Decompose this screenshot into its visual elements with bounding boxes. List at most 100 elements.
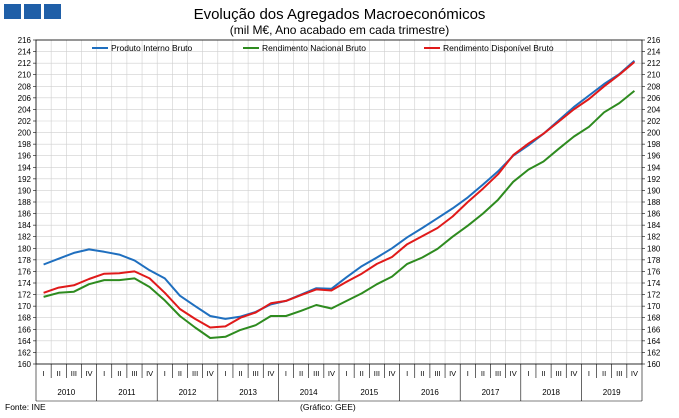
series-line-3: [43, 61, 636, 329]
y-tick-label-left: 176: [18, 267, 32, 276]
y-tick-label-right: 198: [647, 140, 661, 149]
quarter-label: II: [481, 369, 485, 378]
y-tick-label-right: 194: [647, 163, 661, 172]
chart-subtitle: (mil M€, Ano acabado em cada trimestre): [229, 23, 450, 37]
y-tick-label-left: 212: [18, 59, 32, 68]
y-tick-label-right: 190: [647, 186, 661, 195]
y-tick-label-left: 214: [18, 48, 32, 57]
y-tick-label-right: 162: [647, 348, 661, 357]
y-tick-label-right: 180: [647, 244, 661, 253]
quarter-label: II: [238, 369, 242, 378]
quarter-label: IV: [328, 369, 335, 378]
quarter-label: IV: [146, 369, 153, 378]
y-tick-label-right: 206: [647, 94, 661, 103]
quarter-label: III: [313, 369, 319, 378]
quarter-label: IV: [85, 369, 92, 378]
year-label: 2012: [179, 388, 197, 397]
y-tick-label-right: 196: [647, 152, 661, 161]
y-tick-label-left: 194: [18, 163, 32, 172]
quarter-label: I: [527, 369, 529, 378]
quarter-label: I: [346, 369, 348, 378]
y-tick-label-right: 202: [647, 117, 661, 126]
quarter-label: IV: [267, 369, 274, 378]
y-tick-label-right: 174: [647, 279, 661, 288]
year-label: 2019: [603, 388, 621, 397]
y-tick-label-left: 200: [18, 129, 32, 138]
y-tick-label-right: 170: [647, 302, 661, 311]
quarter-label: I: [103, 369, 105, 378]
quarter-label: I: [43, 369, 45, 378]
y-tick-label-left: 184: [18, 221, 32, 230]
y-tick-label-right: 184: [647, 221, 661, 230]
y-tick-label-right: 214: [647, 48, 661, 57]
y-tick-label-right: 208: [647, 82, 661, 91]
y-tick-label-right: 204: [647, 105, 661, 114]
y-tick-label-right: 172: [647, 291, 661, 300]
legend-label-1: Produto Interno Bruto: [111, 43, 193, 53]
y-tick-label-left: 186: [18, 210, 32, 219]
quarter-label: IV: [510, 369, 517, 378]
quarter-label: III: [131, 369, 137, 378]
y-tick-label-right: 216: [647, 36, 661, 45]
y-tick-label-right: 176: [647, 267, 661, 276]
quarter-label: I: [285, 369, 287, 378]
y-tick-label-left: 198: [18, 140, 32, 149]
y-tick-label-right: 212: [647, 59, 661, 68]
y-tick-label-right: 178: [647, 256, 661, 265]
quarter-label: III: [616, 369, 622, 378]
chart-credit: (Gráfico: GEE): [300, 402, 356, 412]
quarter-label: I: [406, 369, 408, 378]
y-tick-label-left: 216: [18, 36, 32, 45]
y-tick-label-right: 164: [647, 337, 661, 346]
quarter-label: IV: [631, 369, 638, 378]
year-label: 2017: [482, 388, 500, 397]
legend-label-2: Rendimento Nacional Bruto: [262, 43, 366, 53]
y-tick-label-right: 200: [647, 129, 661, 138]
y-tick-label-left: 196: [18, 152, 32, 161]
quarter-label: III: [434, 369, 440, 378]
quarter-label: II: [57, 369, 61, 378]
quarter-label: II: [299, 369, 303, 378]
brand-logo-block-2: [24, 4, 41, 19]
y-tick-label-right: 182: [647, 233, 661, 242]
y-tick-label-left: 188: [18, 198, 32, 207]
quarter-label: I: [467, 369, 469, 378]
quarter-label: I: [164, 369, 166, 378]
series-line-2: [43, 90, 636, 339]
year-label: 2014: [300, 388, 318, 397]
quarter-label: III: [374, 369, 380, 378]
quarter-label: III: [556, 369, 562, 378]
y-tick-label-left: 172: [18, 291, 32, 300]
quarter-label: III: [253, 369, 259, 378]
y-tick-label-left: 178: [18, 256, 32, 265]
brand-logo-block-3: [44, 4, 61, 19]
quarter-label: I: [224, 369, 226, 378]
y-tick-label-left: 164: [18, 337, 32, 346]
year-label: 2010: [57, 388, 75, 397]
quarter-label: IV: [570, 369, 577, 378]
quarter-label: III: [192, 369, 198, 378]
y-tick-label-left: 190: [18, 186, 32, 195]
y-tick-label-left: 208: [18, 82, 32, 91]
y-tick-label-right: 168: [647, 314, 661, 323]
y-tick-label-left: 166: [18, 325, 32, 334]
y-tick-label-left: 210: [18, 71, 32, 80]
y-tick-label-left: 182: [18, 233, 32, 242]
quarter-label: II: [360, 369, 364, 378]
source-note: Fonte: INE: [5, 402, 46, 412]
year-label: 2018: [542, 388, 560, 397]
year-label: 2015: [360, 388, 378, 397]
chart-title: Evolução dos Agregados Macroeconómicos: [193, 6, 486, 23]
quarter-label: III: [495, 369, 501, 378]
quarter-label: IV: [388, 369, 395, 378]
quarter-label: II: [541, 369, 545, 378]
quarter-label: II: [420, 369, 424, 378]
y-tick-label-left: 192: [18, 175, 32, 184]
y-tick-label-right: 186: [647, 210, 661, 219]
y-tick-label-left: 204: [18, 105, 32, 114]
quarter-label: IV: [449, 369, 456, 378]
year-label: 2013: [239, 388, 257, 397]
y-tick-label-left: 162: [18, 348, 32, 357]
y-tick-label-left: 174: [18, 279, 32, 288]
legend-label-3: Rendimento Disponível Bruto: [443, 43, 554, 53]
